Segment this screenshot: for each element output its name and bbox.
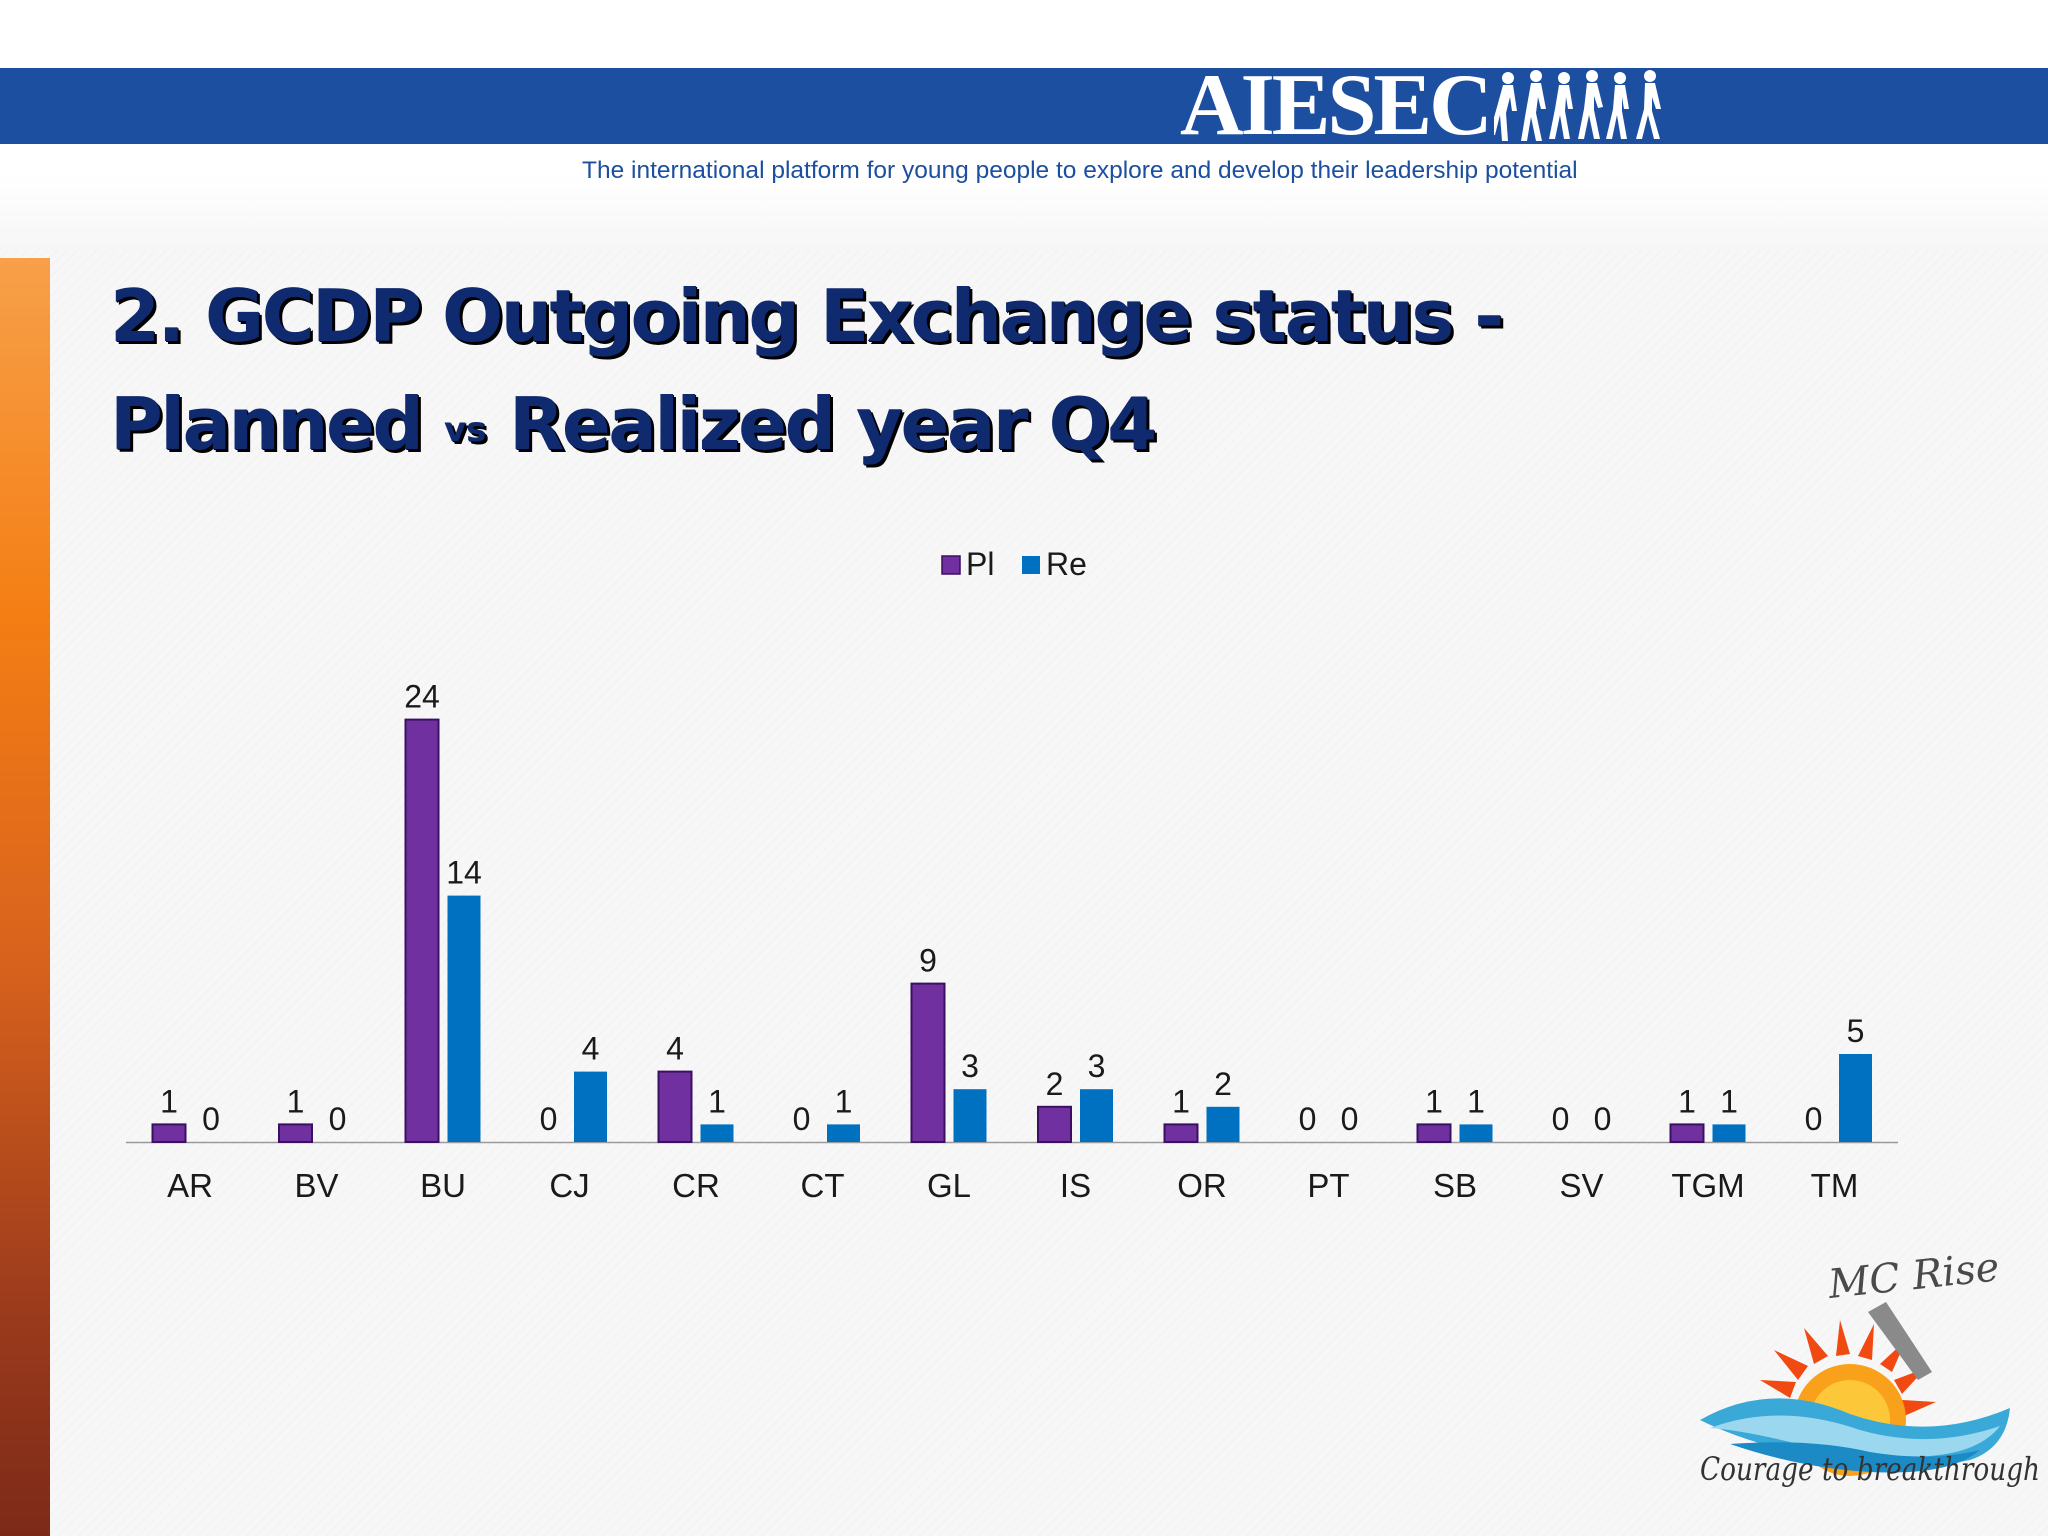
- tagline: The international platform for young peo…: [582, 157, 1578, 184]
- title-realized: Realized year Q4: [508, 382, 1157, 466]
- legend-label-pl: Pl: [966, 546, 994, 582]
- data-label-re-pt: 0: [1341, 1101, 1359, 1137]
- x-tick-label-ct: CT: [801, 1167, 845, 1204]
- x-tick-label-is: IS: [1060, 1167, 1091, 1204]
- x-tick-label-bv: BV: [294, 1167, 338, 1204]
- data-label-re-cr: 1: [708, 1083, 726, 1119]
- data-label-re-bv: 0: [329, 1101, 347, 1137]
- data-label-re-cj: 4: [582, 1031, 600, 1067]
- data-label-pl-gl: 9: [919, 943, 937, 979]
- title-line-2: Planned vs Realized year Q4: [110, 370, 1710, 478]
- bar-re-cj: [574, 1071, 607, 1142]
- bar-pl-ar: [151, 1123, 187, 1144]
- x-tick-label-gl: GL: [927, 1167, 971, 1204]
- legend-swatch-re: [1022, 556, 1040, 574]
- brand-name: AIESEC: [1180, 57, 1493, 154]
- x-tick-label-ar: AR: [167, 1167, 213, 1204]
- data-label-pl-cj: 0: [540, 1101, 558, 1137]
- bar-re-is: [1080, 1089, 1113, 1142]
- bar-pl-cr: [657, 1070, 693, 1143]
- data-label-re-ct: 1: [835, 1083, 853, 1119]
- waves-icon: [1700, 1398, 2010, 1473]
- data-label-re-tgm: 1: [1720, 1083, 1738, 1119]
- x-tick-label-tm: TM: [1811, 1167, 1859, 1204]
- data-label-re-sv: 0: [1594, 1101, 1612, 1137]
- bar-pl-bv: [278, 1123, 313, 1144]
- bar-pl-sb: [1416, 1123, 1452, 1144]
- data-label-re-tm: 5: [1847, 1013, 1865, 1049]
- bar-pl-bu: [404, 718, 440, 1143]
- data-label-pl-tm: 0: [1805, 1101, 1823, 1137]
- data-label-re-bu: 14: [446, 855, 482, 891]
- bar-re-ct: [827, 1124, 860, 1142]
- torch-icon: [1868, 1302, 1932, 1380]
- walking-people-icon: [1493, 70, 1661, 141]
- data-label-pl-bv: 1: [287, 1083, 305, 1119]
- aiesec-logo: AIESEC: [1180, 60, 1674, 152]
- bar-re-tgm: [1712, 1124, 1746, 1142]
- slide-title: 2. GCDP Outgoing Exchange status - Plann…: [110, 262, 1710, 478]
- legend-label-re: Re: [1046, 546, 1087, 582]
- data-label-re-sb: 1: [1467, 1083, 1485, 1119]
- x-tick-label-sv: SV: [1559, 1167, 1603, 1204]
- bar-pl-gl: [910, 982, 946, 1143]
- side-accent-bar: [0, 258, 50, 1536]
- data-label-re-ar: 0: [202, 1101, 220, 1137]
- data-label-re-is: 3: [1088, 1048, 1106, 1084]
- x-tick-label-bu: BU: [420, 1167, 466, 1204]
- bar-pl-tgm: [1669, 1123, 1705, 1144]
- bar-re-tm: [1839, 1054, 1872, 1142]
- title-line-1: 2. GCDP Outgoing Exchange status -: [110, 274, 1504, 358]
- mc-rise-logo: MC Rise Courage to breakthrough: [1700, 1244, 2040, 1488]
- data-label-pl-tgm: 1: [1678, 1083, 1696, 1119]
- x-tick-label-cj: CJ: [549, 1167, 589, 1204]
- mc-slogan-text: Courage to breakthrough: [1700, 1450, 2040, 1488]
- x-tick-label-cr: CR: [672, 1167, 720, 1204]
- x-tick-label-pt: PT: [1307, 1167, 1349, 1204]
- bar-re-cr: [700, 1124, 734, 1142]
- bar-re-sb: [1459, 1124, 1493, 1142]
- x-tick-label-tgm: TGM: [1671, 1167, 1744, 1204]
- data-label-pl-cr: 4: [666, 1031, 684, 1067]
- data-label-pl-pt: 0: [1299, 1101, 1317, 1137]
- bar-re-bu: [447, 895, 481, 1142]
- data-label-pl-ct: 0: [793, 1101, 811, 1137]
- data-label-pl-or: 1: [1172, 1083, 1190, 1119]
- data-label-pl-sv: 0: [1552, 1101, 1570, 1137]
- data-label-pl-bu: 24: [404, 679, 440, 715]
- title-vs: vs: [444, 410, 487, 450]
- data-label-re-or: 2: [1214, 1066, 1232, 1102]
- data-label-pl-ar: 1: [160, 1083, 178, 1119]
- data-label-re-gl: 3: [961, 1048, 979, 1084]
- mc-rise-text: MC Rise: [1825, 1244, 2001, 1308]
- title-planned: Planned: [110, 382, 424, 466]
- bar-pl-or: [1163, 1123, 1199, 1144]
- bar-pl-is: [1037, 1105, 1072, 1144]
- data-label-pl-sb: 1: [1425, 1083, 1443, 1119]
- bar-re-or: [1206, 1106, 1240, 1142]
- brand-band: [0, 68, 2048, 144]
- x-tick-label-sb: SB: [1433, 1167, 1477, 1204]
- x-tick-label-or: OR: [1177, 1167, 1227, 1204]
- legend-swatch-pl: [941, 555, 961, 575]
- data-label-pl-is: 2: [1046, 1066, 1064, 1102]
- bar-re-gl: [953, 1089, 987, 1142]
